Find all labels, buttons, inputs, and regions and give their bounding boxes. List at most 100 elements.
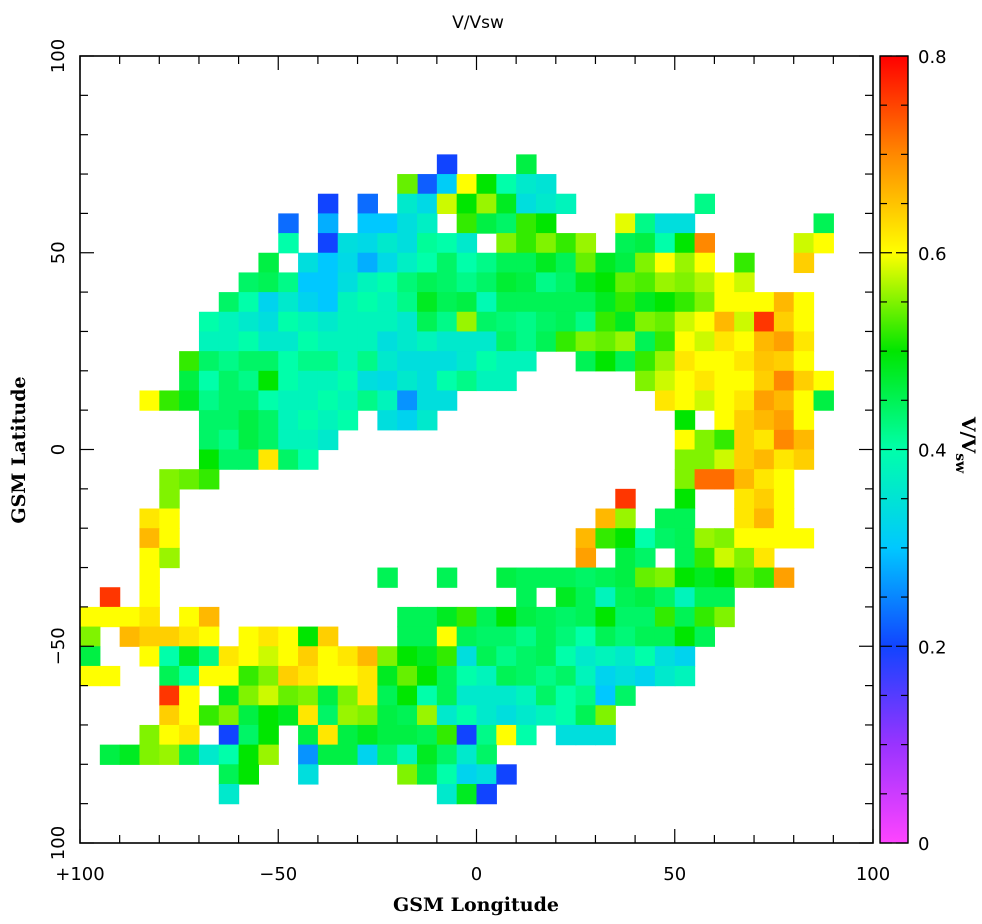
heatmap-cell (734, 528, 755, 549)
heatmap-cell (298, 390, 319, 411)
heatmap-cell (595, 528, 616, 549)
heatmap-cell (238, 292, 260, 313)
heatmap-cell (516, 567, 537, 588)
heatmap-cell (218, 764, 240, 785)
heatmap-cell (476, 311, 497, 333)
heatmap-cell (754, 311, 775, 333)
heatmap-cell (595, 606, 616, 628)
heatmap-cell (238, 744, 260, 765)
heatmap-cell (654, 528, 676, 549)
heatmap-cell (397, 292, 418, 313)
heatmap-cell (258, 331, 279, 352)
heatmap-cell (456, 626, 478, 647)
heatmap-cell (654, 567, 676, 588)
heatmap-cell (674, 665, 696, 687)
heatmap-cell (575, 606, 597, 628)
heatmap-cell (397, 390, 418, 411)
x-axis-label: GSM Longitude (393, 894, 559, 916)
heatmap-cell (754, 547, 775, 569)
heatmap-cell (714, 606, 735, 628)
heatmap-cell (535, 685, 557, 706)
heatmap-cell (397, 646, 418, 667)
heatmap-cell (516, 252, 537, 274)
heatmap-cell (436, 724, 458, 746)
heatmap-cell (456, 193, 478, 214)
heatmap-cell (516, 587, 537, 608)
heatmap-cell (417, 685, 438, 706)
heatmap-cell (397, 311, 418, 333)
heatmap-cell (298, 429, 319, 451)
heatmap-cell (218, 429, 240, 451)
heatmap-cell (456, 370, 478, 392)
heatmap-cell (238, 351, 260, 372)
heatmap-cell (516, 685, 537, 706)
heatmap-cell (179, 390, 200, 411)
heatmap-cell (456, 764, 478, 785)
heatmap-cell (298, 685, 319, 706)
heatmap-cell (278, 213, 299, 234)
heatmap-cell (377, 705, 398, 726)
heatmap-cell (674, 508, 696, 529)
heatmap-cell (139, 606, 160, 628)
heatmap-cell (555, 272, 577, 293)
heatmap-cell (218, 724, 240, 746)
heatmap-cell (615, 606, 636, 628)
heatmap-cell (793, 370, 815, 392)
heatmap-cell (476, 705, 497, 726)
heatmap-cell (417, 390, 438, 411)
heatmap-cell (397, 410, 418, 431)
heatmap-cell (496, 252, 517, 274)
heatmap-cell (198, 449, 220, 470)
heatmap-cell (635, 606, 656, 628)
heatmap-cell (754, 292, 775, 313)
heatmap-cell (476, 193, 497, 214)
heatmap-cell (674, 233, 696, 254)
heatmap-cell (258, 370, 279, 392)
heatmap-cell (179, 626, 200, 647)
heatmap-cell (773, 331, 795, 352)
heatmap-cell (417, 370, 438, 392)
heatmap-cell (714, 390, 735, 411)
heatmap-cell (674, 351, 696, 372)
heatmap-cell (615, 272, 636, 293)
heatmap-cell (635, 567, 656, 588)
heatmap-cell (218, 351, 240, 372)
heatmap-cell (397, 744, 418, 765)
heatmap-cell (654, 626, 676, 647)
heatmap-cell (159, 488, 180, 510)
heatmap-cells (80, 154, 834, 805)
heatmap-cell (337, 646, 359, 667)
heatmap-cell (674, 606, 696, 628)
heatmap-cell (535, 331, 557, 352)
heatmap-cell (357, 351, 378, 372)
heatmap-cell (179, 724, 200, 746)
heatmap-cell (575, 292, 597, 313)
heatmap-cell (793, 449, 815, 470)
y-tick-label: −50 (48, 627, 69, 665)
heatmap-cell (793, 410, 815, 431)
heatmap-cell (278, 331, 299, 352)
heatmap-cell (714, 547, 735, 569)
heatmap-cell (674, 567, 696, 588)
heatmap-cell (635, 272, 656, 293)
heatmap-cell (397, 233, 418, 254)
heatmap-cell (773, 370, 795, 392)
heatmap-cell (615, 213, 636, 234)
heatmap-cell (476, 626, 497, 647)
heatmap-cell (773, 429, 795, 451)
heatmap-cell (575, 252, 597, 274)
heatmap-cell (179, 370, 200, 392)
heatmap-cell (615, 488, 636, 510)
heatmap-cell (436, 311, 458, 333)
heatmap-cell (674, 547, 696, 569)
heatmap-cell (595, 331, 616, 352)
heatmap-cell (714, 528, 735, 549)
heatmap-cell (139, 508, 160, 529)
heatmap-cell (417, 764, 438, 785)
y-tick-label: 100 (48, 826, 69, 860)
heatmap-cell (139, 587, 160, 608)
heatmap-cell (694, 252, 716, 274)
heatmap-cell (496, 685, 517, 706)
heatmap-cell (298, 331, 319, 352)
heatmap-cell (694, 193, 716, 214)
